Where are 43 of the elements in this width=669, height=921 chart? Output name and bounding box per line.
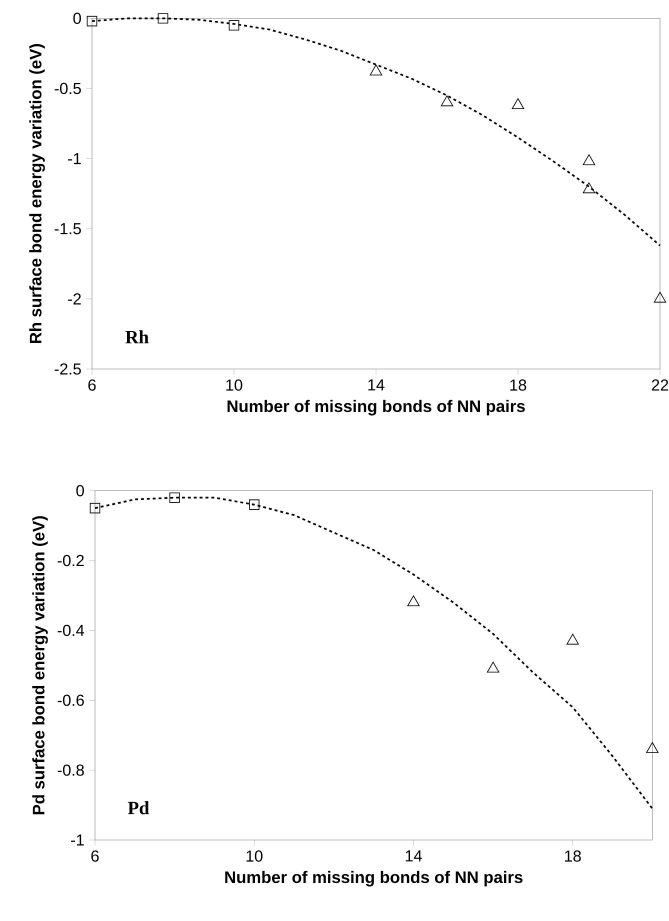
point [440,95,454,106]
point [566,634,579,645]
x-tick-label: 10 [226,379,242,391]
point [249,499,260,510]
y-tick-label: -2.5 [54,363,81,375]
y-tick-label: -0.6 [58,694,84,706]
point [169,492,180,503]
x-axis-title: Number of missing bonds of NN pairs [225,870,523,886]
x-tick-label: 18 [510,379,526,391]
x-tick-label: 6 [91,850,99,862]
y-tick-label: 0 [73,12,81,24]
point [90,502,100,514]
x-tick-label: 6 [88,379,96,391]
y-tick-label: 0 [76,485,84,496]
y-tick-label: -0.2 [58,554,84,566]
x-tick-label: 18 [565,850,581,862]
x-axis-title: Number of missing bonds of NN pairs [228,400,525,416]
point [407,595,420,606]
x-tick-label: 14 [406,850,422,862]
annotation: Pd [128,801,150,814]
y-tick-label: -1.5 [54,223,81,234]
y-tick-label: -0.4 [58,624,84,636]
point [86,16,98,26]
point [486,662,500,673]
y-tick-label: -1 [68,153,81,164]
point [582,154,596,166]
point [582,182,596,194]
point [646,742,659,753]
y-tick-label: -2 [68,293,81,304]
point [228,20,240,31]
x-tick-label: 14 [368,379,384,390]
point [158,13,168,24]
point [370,64,382,76]
x-tick-label: 22 [652,379,668,391]
point [512,98,524,110]
y-axis-title: Rh surface bond energy variation (eV) [29,44,45,344]
annotation: Rh [125,330,149,344]
y-tick-label: -0.5 [54,82,81,94]
point [654,292,666,303]
x-tick-label: 10 [246,850,263,862]
y-axis-title: Pd surface bond energy variation (eV) [32,516,48,814]
y-tick-label: -1 [71,834,84,846]
y-tick-label: -0.8 [58,764,84,776]
